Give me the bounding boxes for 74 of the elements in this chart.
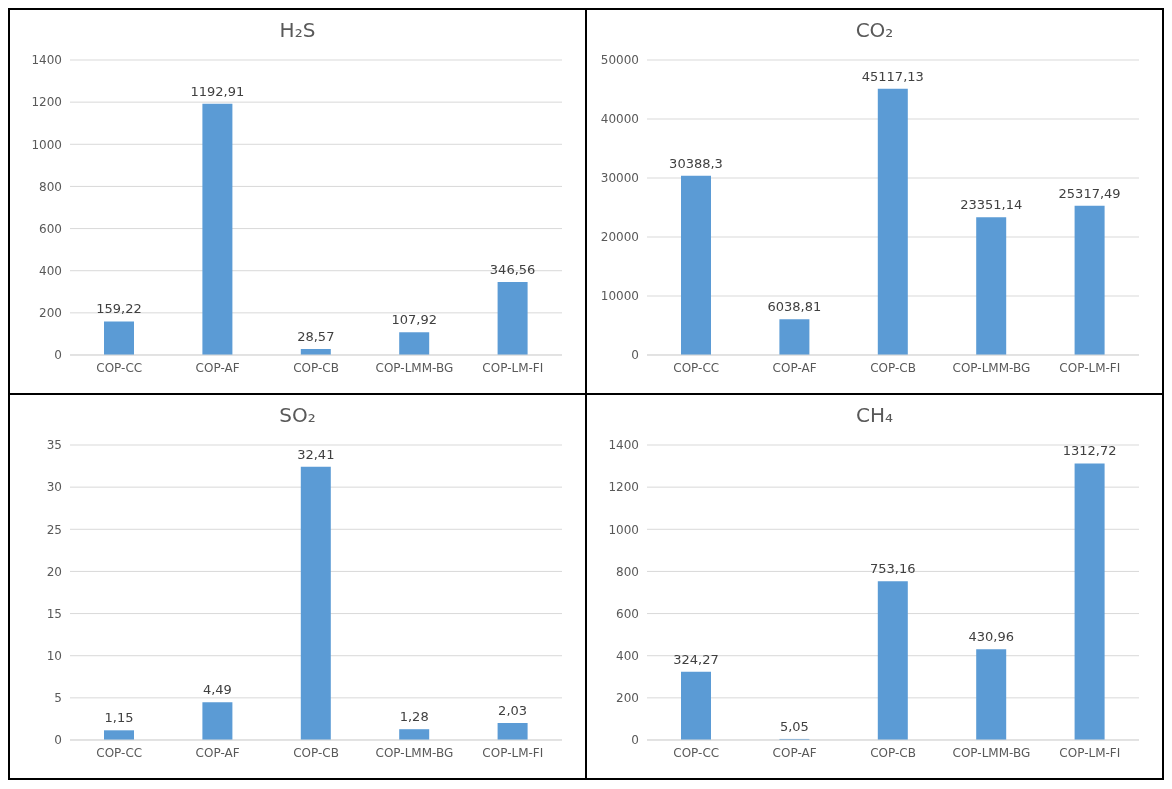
y-tick-label: 35 bbox=[46, 438, 62, 453]
x-tick-label: COP-CB bbox=[870, 745, 916, 760]
y-tick-label: 0 bbox=[54, 348, 62, 363]
y-tick-label: 200 bbox=[616, 691, 639, 706]
x-tick-label: COP-CB bbox=[870, 360, 916, 375]
y-tick-label: 800 bbox=[39, 179, 62, 194]
data-label: 159,22 bbox=[96, 301, 142, 317]
y-tick-label: 600 bbox=[39, 221, 62, 236]
data-label: 25317,49 bbox=[1058, 185, 1121, 201]
y-tick-label: 50000 bbox=[600, 53, 639, 68]
data-label: 2,03 bbox=[498, 702, 528, 718]
y-tick-label: 1000 bbox=[31, 137, 62, 152]
y-tick-label: 0 bbox=[631, 348, 639, 363]
data-label: 324,27 bbox=[673, 651, 719, 667]
data-label: 45117,13 bbox=[861, 68, 924, 84]
y-tick-label: 15 bbox=[46, 606, 62, 621]
x-tick-label: COP-CB bbox=[293, 360, 339, 375]
data-label: 1,15 bbox=[104, 710, 134, 726]
x-tick-label: COP-LMM-BG bbox=[375, 360, 454, 375]
x-tick-label: COP-LMM-BG bbox=[952, 360, 1031, 375]
y-tick-label: 1000 bbox=[608, 522, 639, 537]
y-tick-label: 0 bbox=[54, 733, 62, 748]
data-label: 30388,3 bbox=[669, 155, 723, 171]
data-label: 4,49 bbox=[202, 682, 232, 698]
y-tick-label: 10000 bbox=[600, 289, 639, 304]
y-tick-label: 30 bbox=[46, 480, 62, 495]
y-tick-label: 10 bbox=[46, 648, 62, 663]
y-tick-label: 1200 bbox=[608, 480, 639, 495]
y-tick-label: 600 bbox=[616, 606, 639, 621]
y-tick-label: 30000 bbox=[600, 171, 639, 186]
data-label: 28,57 bbox=[297, 328, 335, 344]
y-tick-label: 20000 bbox=[600, 230, 639, 245]
data-label: 753,16 bbox=[870, 561, 916, 577]
y-tick-label: 800 bbox=[616, 564, 639, 579]
y-tick-label: 1200 bbox=[31, 95, 62, 110]
data-label: 5,05 bbox=[779, 718, 809, 734]
y-tick-label: 400 bbox=[616, 648, 639, 663]
data-label: 6038,81 bbox=[767, 299, 822, 315]
x-tick-label: COP-CB bbox=[293, 745, 339, 760]
x-tick-label: COP-LMM-BG bbox=[952, 745, 1031, 760]
x-tick-label: COP-AF bbox=[195, 360, 240, 375]
data-label: 1192,91 bbox=[190, 83, 245, 99]
y-tick-label: 40000 bbox=[600, 112, 639, 127]
x-tick-label: COP-LM-FI bbox=[482, 360, 544, 375]
x-tick-label: COP-CC bbox=[96, 360, 143, 375]
y-tick-label: 200 bbox=[39, 306, 62, 321]
x-tick-label: COP-AF bbox=[772, 745, 817, 760]
chart-title: CO₂ bbox=[854, 17, 895, 44]
chart-title: CH₄ bbox=[855, 402, 894, 429]
y-tick-label: 1400 bbox=[608, 438, 639, 453]
x-tick-label: COP-LM-FI bbox=[1059, 360, 1121, 375]
x-tick-label: COP-LMM-BG bbox=[375, 745, 454, 760]
y-tick-label: 1400 bbox=[31, 53, 62, 68]
x-tick-label: COP-AF bbox=[772, 360, 817, 375]
x-tick-label: COP-LM-FI bbox=[482, 745, 544, 760]
data-label: 346,56 bbox=[489, 261, 536, 277]
data-label: 1312,72 bbox=[1062, 443, 1117, 459]
x-tick-label: COP-CC bbox=[673, 745, 720, 760]
x-tick-label: COP-AF bbox=[195, 745, 240, 760]
y-tick-label: 0 bbox=[631, 733, 639, 748]
y-tick-label: 20 bbox=[46, 564, 62, 579]
chart-title: SO₂ bbox=[278, 402, 317, 429]
y-tick-label: 400 bbox=[39, 263, 62, 278]
data-label: 107,92 bbox=[391, 312, 437, 328]
chart-title: H₂S bbox=[278, 17, 317, 44]
data-label: 430,96 bbox=[968, 629, 1014, 645]
y-tick-label: 25 bbox=[46, 522, 62, 537]
x-tick-label: COP-CC bbox=[673, 360, 720, 375]
data-label: 23351,14 bbox=[960, 197, 1023, 213]
y-tick-label: 5 bbox=[54, 691, 62, 706]
data-label: 1,28 bbox=[399, 709, 429, 725]
x-tick-label: COP-LM-FI bbox=[1059, 745, 1121, 760]
data-label: 32,41 bbox=[297, 446, 335, 462]
x-tick-label: COP-CC bbox=[96, 745, 143, 760]
